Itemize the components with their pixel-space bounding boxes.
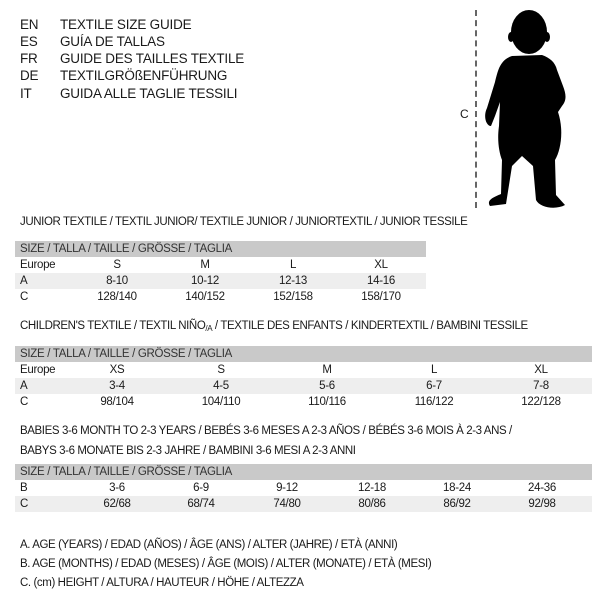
lang-code: EN (20, 17, 39, 32)
cell: 7-8 (533, 380, 549, 392)
cell: 68/74 (187, 498, 215, 510)
table-row: Europe XS S M L XL (15, 362, 592, 378)
cell: 158/170 (361, 291, 401, 303)
cell: XS (109, 364, 125, 376)
lang-title: GUIDE DES TAILLES TEXTILE (60, 51, 245, 66)
cell: M (322, 364, 332, 376)
height-measure-line (475, 10, 477, 208)
cell: 12-18 (358, 482, 386, 494)
cell: 152/158 (273, 291, 313, 303)
cell: M (200, 259, 210, 271)
title-subscript: /A (205, 324, 213, 333)
title-de: DE TEXTILGRÖßENFÜHRUNG (20, 67, 227, 84)
lang-code: DE (20, 68, 39, 83)
cell: 128/140 (97, 291, 137, 303)
cell: XL (534, 364, 548, 376)
cell: 5-6 (319, 380, 335, 392)
babies-size-table: SIZE / TALLA / TAILLE / GRÖSSE / TAGLIA … (15, 464, 592, 512)
row-label: Europe (20, 259, 56, 271)
table-row: C 98/104 104/110 110/116 116/122 122/128 (15, 394, 592, 410)
table-row: C 128/140 140/152 152/158 158/170 (15, 289, 426, 305)
title-line: BABYS 3-6 MONATE BIS 2-3 JAHRE / BAMBINI… (20, 445, 356, 457)
table-header: SIZE / TALLA / TAILLE / GRÖSSE / TAGLIA (15, 464, 592, 480)
row-label: C (20, 396, 29, 408)
legend: A. AGE (YEARS) / EDAD (AÑOS) / ÂGE (ANS)… (20, 536, 432, 593)
lang-code: FR (20, 51, 38, 66)
cell: 6-7 (426, 380, 442, 392)
cell: 6-9 (193, 482, 209, 494)
cell: 8-10 (106, 275, 128, 287)
row-label: A (20, 380, 28, 392)
cell: 86/92 (443, 498, 471, 510)
junior-section-title: JUNIOR TEXTILE / TEXTIL JUNIOR/ TEXTILE … (20, 216, 468, 228)
height-measure-label: C (460, 107, 469, 121)
table-row: C 62/68 68/74 74/80 80/86 86/92 92/98 (15, 496, 592, 512)
row-label: B (20, 482, 28, 494)
table-row: Europe S M L XL (15, 257, 426, 273)
cell: 110/116 (308, 396, 346, 408)
title-line: BABIES 3-6 MONTH TO 2-3 YEARS / BEBÉS 3-… (20, 425, 512, 437)
table-row: A 3-4 4-5 5-6 6-7 7-8 (15, 378, 592, 394)
cell: 104/110 (201, 396, 241, 408)
babies-section-title: BABIES 3-6 MONTH TO 2-3 YEARS / BEBÉS 3-… (20, 423, 512, 460)
table-row: A 8-10 10-12 12-13 14-16 (15, 273, 426, 289)
cell: 92/98 (528, 498, 556, 510)
lang-code: IT (20, 86, 32, 101)
children-size-table: SIZE / TALLA / TAILLE / GRÖSSE / TAGLIA … (15, 346, 592, 410)
title-part: / TEXTILE DES ENFANTS / KINDERTEXTIL / B… (212, 320, 528, 332)
cell: L (430, 364, 438, 376)
row-label: C (20, 291, 29, 303)
row-label: Europe (20, 364, 56, 376)
cell: 3-6 (109, 482, 125, 494)
cell: 9-12 (276, 482, 298, 494)
lang-title: TEXTILGRÖßENFÜHRUNG (60, 68, 228, 83)
cell: 4-5 (213, 380, 229, 392)
cell: 14-16 (367, 275, 395, 287)
cell: 62/68 (103, 498, 131, 510)
cell: 98/104 (100, 396, 134, 408)
cell: 140/152 (185, 291, 225, 303)
title-fr: FR GUIDE DES TAILLES TEXTILE (20, 50, 244, 67)
cell: 24-36 (528, 482, 556, 494)
row-label: A (20, 275, 28, 287)
junior-size-table: SIZE / TALLA / TAILLE / GRÖSSE / TAGLIA … (15, 241, 426, 305)
legend-item: C. (cm) HEIGHT / ALTURA / HAUTEUR / HÖHE… (20, 577, 304, 589)
cell: 18-24 (443, 482, 471, 494)
title-it: IT GUIDA ALLE TAGLIE TESSILI (20, 85, 238, 102)
lang-title: TEXTILE SIZE GUIDE (60, 17, 192, 32)
cell: 116/122 (414, 396, 454, 408)
cell: S (113, 259, 121, 271)
cell: L (289, 259, 297, 271)
cell: XL (374, 259, 388, 271)
title-es: ES GUÍA DE TALLAS (20, 33, 165, 50)
legend-item: B. AGE (MONTHS) / EDAD (MESES) / ÂGE (MO… (20, 558, 432, 570)
table-header: SIZE / TALLA / TAILLE / GRÖSSE / TAGLIA (15, 346, 592, 362)
cell: 3-4 (109, 380, 125, 392)
cell: 74/80 (273, 498, 301, 510)
baby-silhouette-icon (485, 10, 566, 208)
row-label: C (20, 498, 29, 510)
table-header: SIZE / TALLA / TAILLE / GRÖSSE / TAGLIA (15, 241, 426, 257)
cell: 80/86 (358, 498, 386, 510)
lang-title: GUÍA DE TALLAS (60, 34, 165, 49)
table-row: B 3-6 6-9 9-12 12-18 18-24 24-36 (15, 480, 592, 496)
legend-item: A. AGE (YEARS) / EDAD (AÑOS) / ÂGE (ANS)… (20, 539, 398, 551)
title-en: EN TEXTILE SIZE GUIDE (20, 16, 192, 33)
cell: 12-13 (279, 275, 307, 287)
lang-title: GUIDA ALLE TAGLIE TESSILI (60, 86, 238, 101)
cell: 10-12 (191, 275, 219, 287)
title-part: CHILDREN'S TEXTILE / TEXTIL NIÑO (20, 320, 206, 332)
cell: 122/128 (521, 396, 561, 408)
children-section-title: CHILDREN'S TEXTILE / TEXTIL NIÑO/A / TEX… (20, 318, 528, 337)
lang-code: ES (20, 34, 38, 49)
cell: S (217, 364, 225, 376)
